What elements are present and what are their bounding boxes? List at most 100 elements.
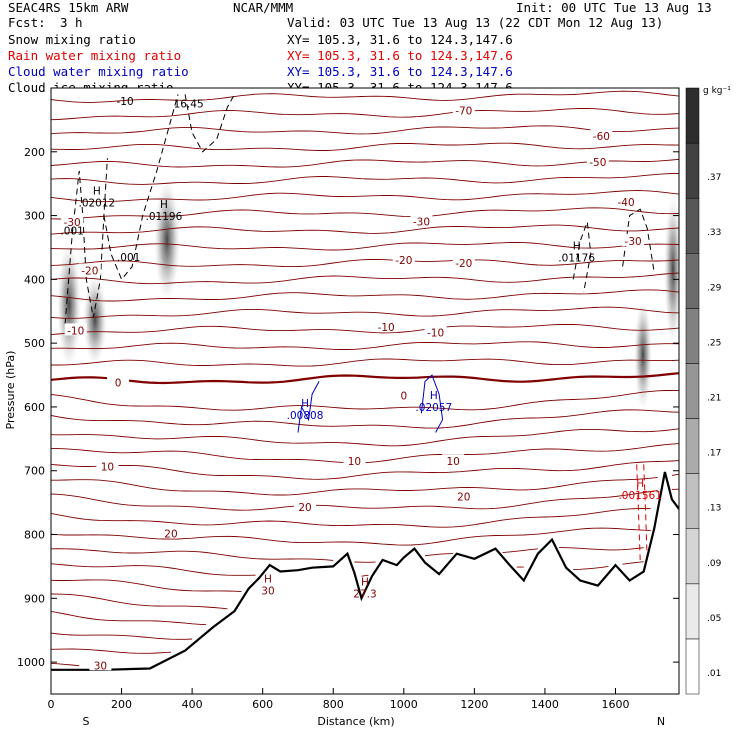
contour-label: -20 [81,265,98,277]
contour-label: -70 [455,105,472,117]
isotherm [51,648,172,654]
mixing-ratio-contour [636,464,641,561]
contour-label: -10 [378,322,395,334]
colorbar-segment [685,142,700,199]
colorbar-level-label: .01 [707,669,721,679]
contour-label-bg [442,454,465,467]
x-tick-label: 0 [48,698,55,711]
x-axis-label: Distance (km) [317,715,394,728]
contour-label-bg [452,103,475,116]
ice-shade-3 [154,180,180,300]
contour-label: 30 [94,660,107,672]
colorbar-segment [685,528,700,585]
contour-label: -20 [455,258,472,270]
extremum-marker: H [636,478,644,490]
contour-label-bg [343,454,366,467]
contour-label-bg [64,323,87,336]
colorbar-level-label: .21 [707,394,721,404]
contour-label: 10 [348,456,361,468]
isotherm [51,306,679,319]
contour-label: -30 [64,217,81,229]
field-cloud-water: Cloud water mixing ratio [8,64,189,79]
isotherm [51,508,651,528]
colorbar-segment [685,308,700,364]
colorbar-segment [685,583,700,640]
contour-label-bg [78,263,101,276]
isotherm [51,258,679,268]
colorbar-segment [685,473,700,529]
contour-label-bg [96,459,119,472]
x-tick-label: 400 [182,698,203,711]
contour-label: -40 [618,197,635,209]
y-tick-label: 200 [24,146,45,159]
colorbar-segment [685,197,700,254]
isotherm [51,323,679,336]
colorbar-level-label: .13 [707,504,721,514]
isotherm [51,207,679,220]
contour-label-bg [410,214,433,227]
ice-shade-2 [83,275,107,365]
endpoint-south: S [83,715,90,728]
contour-label-bg [61,214,84,227]
isotherm [51,242,679,251]
ice-shade-4 [634,300,652,410]
y-tick-label: 400 [24,273,45,286]
isotherm [51,341,679,350]
contour-label: 16.45 [174,98,204,110]
isotherm [51,561,644,577]
isotherm [51,372,679,385]
mixing-ratio-contour [643,464,648,561]
x-tick-label: 200 [111,698,132,711]
extremum-value: 30 [261,586,274,598]
plot-frame [50,87,680,695]
colorbar-level-label: .25 [707,338,721,348]
contour-label: 0 [400,390,407,402]
mixing-ratio-contour [420,374,444,433]
x-tick-label: 800 [323,698,344,711]
extremum-value: 27.3 [353,589,376,601]
colorbar-level-label: .17 [707,449,721,459]
colorbar-segment [685,253,700,309]
colorbar-segment [685,638,700,695]
extremum-marker: H [430,390,438,402]
contour-label: -30 [625,236,642,248]
isotherm [51,409,679,429]
contour-label-bg [392,388,415,401]
y-tick-label: 500 [24,337,45,350]
contour-label: -60 [593,131,610,143]
mixing-ratio-contour [297,381,320,433]
contour-label: -10 [427,327,444,339]
forecast-hours: 3 h [60,15,83,30]
contour-label-bg [622,234,645,247]
field-snow: Snow mixing ratio [8,32,136,47]
colorbar-segment [685,418,700,474]
contour-label-bg [452,489,475,502]
contour-label: 10 [101,461,114,473]
isotherm [51,428,679,447]
extremum-value: .01176 [558,253,595,265]
isotherm [51,125,679,135]
isotherm [51,632,193,640]
colorbar-segment [685,363,700,419]
contour-label-bg [375,320,398,333]
contour-label: 20 [457,491,470,503]
extremum-value: .02012 [78,198,115,210]
isotherm [51,224,679,235]
contour-label: 0 [115,378,122,390]
isotherm [51,547,644,563]
mixing-ratio-contour [103,94,179,281]
mixing-ratio-contour [572,221,592,293]
isotherm [51,473,679,496]
contour-label: .001 [60,225,83,237]
extremum-value: .02057 [415,402,452,414]
contour-label-bg [586,154,609,167]
model-title: SEAC4RS 15km ARW [8,0,129,15]
init-time: Init: 00 UTC Tue 13 Aug 13 [516,0,712,15]
contour-label-bg [159,526,182,539]
y-tick-label: 600 [24,401,45,414]
contour-label-bg [590,128,613,141]
y-tick-label: 1000 [17,656,45,669]
isotherm [51,358,679,367]
colorbar-level-label: .09 [707,559,722,569]
